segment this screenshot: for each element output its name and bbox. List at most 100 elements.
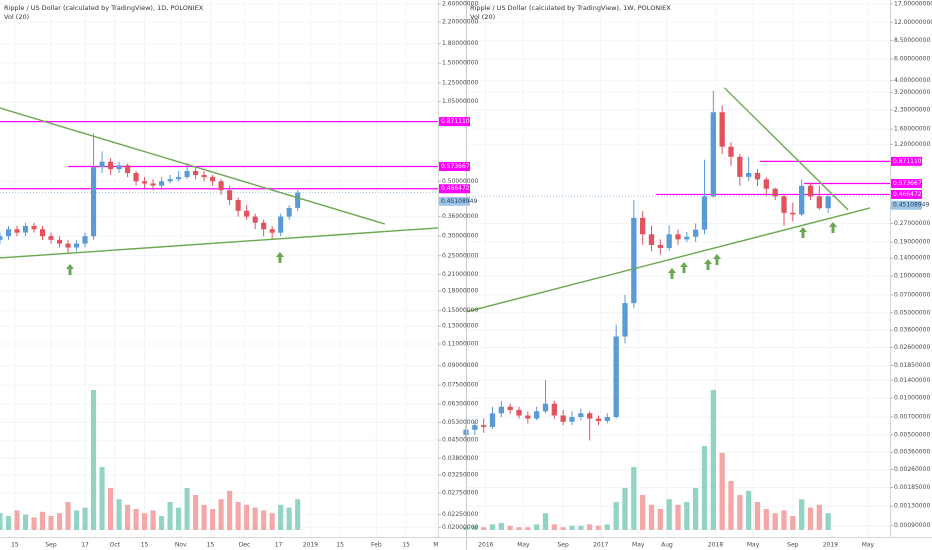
y-tick-label: 0.02250000 (442, 511, 478, 518)
volume-bar (235, 502, 241, 530)
y-tick-label: 0.01400000 (894, 377, 930, 384)
arrows (66, 222, 837, 279)
volume-bar (657, 509, 663, 530)
y-tick-label: 17.00000000 (894, 0, 932, 7)
x-tick-label: 17 (275, 542, 283, 549)
chart-title: Ripple / US Dollar (calculated by Tradin… (4, 4, 204, 12)
volume-label: Vol (20) (470, 13, 495, 21)
level-label: 0.57366707 (441, 163, 477, 170)
volume-bar (772, 513, 778, 530)
volume-bar (489, 524, 496, 530)
level-label: 0.46647260 (893, 191, 929, 198)
candle-body (684, 236, 690, 240)
x-tick-label: Nov (175, 542, 187, 549)
volume-bar (150, 510, 156, 530)
volume-bar (108, 488, 114, 530)
volume-bar (142, 513, 148, 530)
candle-body (31, 225, 37, 230)
x-tick-label: Oct (110, 542, 121, 549)
last-price-label: 0.45108949 (441, 198, 477, 205)
volume-bar (807, 507, 814, 530)
x-tick-label: 15 (336, 542, 344, 549)
volume-bar (0, 513, 3, 530)
candle-body (252, 216, 258, 223)
candle-body (737, 156, 743, 177)
volume-bar (269, 513, 275, 530)
candle-body (710, 112, 716, 197)
volume-bar (710, 390, 716, 530)
y-tick-label: 0.02750000 (442, 490, 478, 497)
volume-bar (176, 507, 182, 530)
candle-body (39, 229, 46, 237)
x-tick-label: May (632, 542, 645, 549)
candle-body (48, 236, 54, 240)
candle-body (640, 217, 646, 235)
volume-bar (56, 513, 63, 530)
plot-area (0, 0, 890, 537)
volume-bar (133, 509, 139, 530)
volume-bar (252, 507, 258, 530)
y-tick-label: 0.05000000 (894, 309, 930, 316)
candle-body (516, 409, 522, 416)
y-tick-label: 0.00360000 (894, 449, 930, 456)
y-tick-label: 6.00000000 (894, 56, 930, 63)
y-tick-label: 0.05300000 (442, 419, 478, 426)
x-tick-label: 15 (11, 542, 19, 549)
y-tick-label: 0.11000000 (442, 341, 478, 348)
level-label: 0.46647260 (441, 185, 477, 192)
y-tick-label: 0.01000000 (894, 395, 930, 402)
last-price-label: 0.45108949 (893, 202, 929, 209)
y-tick-label: 1.20000000 (894, 141, 930, 148)
y-tick-label: 0.36000000 (442, 213, 478, 220)
y-tick-label: 2.20000000 (442, 19, 478, 26)
arrow (66, 264, 74, 275)
level-label-box (439, 117, 470, 127)
trend-line (0, 107, 386, 225)
candle-body (799, 185, 805, 215)
volume-bar (201, 504, 207, 530)
x-tick-label: Aug (661, 542, 673, 549)
candle-body (728, 146, 734, 157)
volume-bar (507, 525, 513, 530)
volume-bar (159, 516, 165, 530)
candle-body (261, 222, 267, 230)
candle-body (99, 161, 105, 168)
y-tick-label: 0.09000000 (442, 362, 478, 369)
y-tick-label: 3.20000000 (894, 89, 930, 96)
arrow (799, 227, 807, 238)
last-price-box (891, 200, 922, 210)
volume-bar (73, 510, 80, 530)
x-tick-label: Sep (45, 542, 57, 549)
arrow (713, 254, 721, 265)
volume-bar (578, 525, 584, 530)
x-tick-label: Sep (787, 542, 799, 549)
volume-bar (728, 481, 734, 530)
y-tick-label: 0.06300000 (442, 400, 478, 407)
volume-bar (825, 513, 831, 530)
level-label: 0.87111004 (893, 158, 929, 165)
volume-bar (244, 504, 250, 530)
volume-bar (754, 502, 761, 530)
y-tick-label: 0.00700000 (894, 414, 930, 421)
volume-bar (125, 504, 131, 530)
x-tick-label: 15 (141, 542, 149, 549)
volume-bar (790, 516, 796, 530)
x-tick-label: 2019 (823, 542, 838, 549)
volume-bar (737, 495, 743, 530)
level-label-box (891, 189, 922, 199)
y-tick-label: 0.10000000 (894, 273, 930, 280)
volume-bar (622, 488, 628, 530)
y-tick-label: 0.07000000 (894, 291, 930, 298)
y-tick-label: 0.07500000 (442, 382, 478, 389)
y-tick-label: 0.25000000 (442, 252, 478, 259)
y-tick-label: 12.00000000 (894, 19, 932, 26)
volume-bar (560, 527, 566, 530)
candle-body (201, 175, 207, 178)
trend-line (0, 227, 439, 259)
candle-body (657, 244, 663, 248)
volume-bar (666, 499, 672, 530)
candle-body (666, 234, 672, 248)
arrow (276, 252, 284, 263)
axis-labels: 2.60000000 2.20000000 1.80000000 1.50000000… (4, 0, 932, 548)
